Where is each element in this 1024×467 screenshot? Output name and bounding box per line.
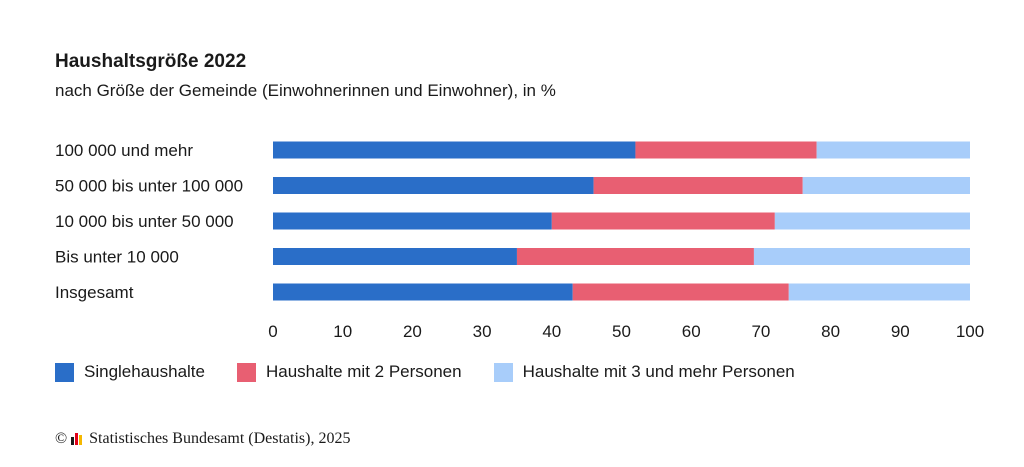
category-label: Insgesamt [55,283,134,302]
chart-subtitle: nach Größe der Gemeinde (Einwohnerinnen … [55,81,556,100]
category-label: 100 000 und mehr [55,141,193,160]
bar-segment-1 [273,141,636,159]
x-tick-label: 50 [612,322,631,341]
legend-item-3: Haushalte mit 3 und mehr Personen [493,362,795,382]
chart-title: Haushaltsgröße 2022 [55,51,247,72]
bar-segment-2 [572,283,789,301]
x-tick-label: 90 [891,322,910,341]
bar-segment-2 [593,177,803,194]
bar-segment-1 [273,248,517,265]
bar-segment-3 [788,283,970,301]
copyright-symbol: © [55,430,68,447]
x-tick-label: 20 [403,322,422,341]
x-tick-label: 30 [473,322,492,341]
bar-segment-1 [273,212,552,230]
bar-segment-2 [551,212,775,230]
logo-bar [79,435,83,445]
legend-label: Haushalte mit 3 und mehr Personen [522,362,795,381]
x-tick-label: 80 [821,322,840,341]
bar-segment-2 [635,141,817,159]
bar-segment-1 [273,283,573,301]
category-label: 50 000 bis unter 100 000 [55,177,243,196]
bar-segment-3 [816,141,970,159]
chart-legend: Singlehaushalte Haushalte mit 2 Personen H… [55,362,827,382]
category-label: Bis unter 10 000 [55,248,179,267]
legend-item-1: Singlehaushalte [55,362,205,382]
legend-item-2: Haushalte mit 2 Personen [236,362,462,382]
x-tick-label: 10 [333,322,352,341]
x-tick-label: 100 [956,322,984,341]
bar-segment-3 [753,248,970,265]
legend-swatch [55,362,74,382]
x-tick-label: 0 [268,322,277,341]
category-label: 10 000 bis unter 50 000 [55,212,234,231]
legend-swatch [236,362,256,382]
x-tick-label: 70 [751,322,770,341]
source-text: Statistisches Bundesamt (Destatis), 2025 [89,430,351,447]
bar-segment-3 [802,177,970,194]
logo-bar [71,437,75,445]
x-tick-label: 40 [542,322,561,341]
legend-label: Haushalte mit 2 Personen [265,362,462,381]
legend-swatch [493,362,513,382]
logo-bar [75,433,79,445]
destatis-logo-icon [71,433,83,445]
source-credit: © Statistisches Bundesamt (Destatis), 20… [55,430,350,448]
stacked-bar-chart: 100 000 und mehr 50 000 bis unter 100 000… [55,141,984,341]
x-tick-label: 60 [682,322,701,341]
legend-label: Singlehaushalte [84,362,205,381]
bar-segment-1 [273,177,594,194]
bar-segment-2 [516,248,754,265]
bar-segment-3 [774,212,970,230]
